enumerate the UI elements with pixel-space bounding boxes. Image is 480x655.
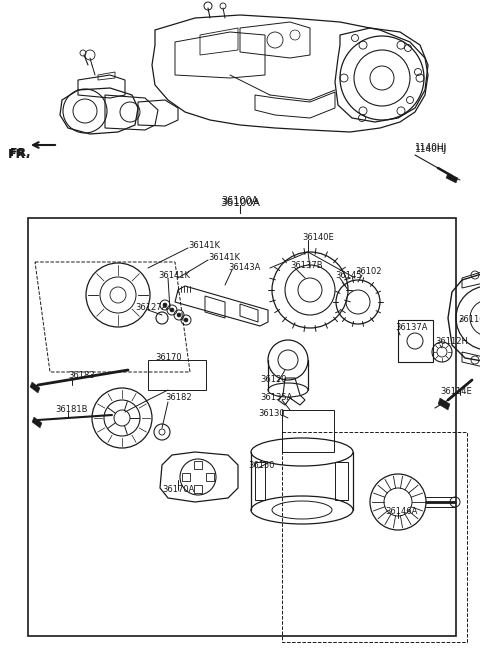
Text: FR.: FR.: [10, 148, 31, 158]
Text: FR.: FR.: [8, 148, 31, 161]
Text: 36137A: 36137A: [395, 324, 428, 333]
Bar: [282, 432, 467, 642]
Text: 36100A: 36100A: [221, 196, 259, 206]
Bar: [182, 473, 190, 481]
Polygon shape: [446, 173, 458, 183]
Circle shape: [170, 308, 174, 312]
Text: 36150: 36150: [248, 462, 275, 470]
Bar: [398, 320, 433, 362]
Text: 36141K: 36141K: [208, 252, 240, 261]
Circle shape: [163, 303, 167, 307]
Text: 1140HJ: 1140HJ: [415, 143, 447, 153]
Text: 36135A: 36135A: [260, 394, 292, 403]
Text: 36120: 36120: [260, 375, 287, 384]
Text: 36170: 36170: [155, 354, 181, 362]
Text: 36182: 36182: [165, 394, 192, 403]
Text: 36181B: 36181B: [55, 405, 87, 415]
Polygon shape: [438, 398, 450, 410]
Bar: [194, 461, 202, 469]
Bar: [206, 473, 214, 481]
Text: 36114E: 36114E: [440, 388, 472, 396]
Polygon shape: [30, 382, 40, 393]
Bar: [282, 410, 334, 452]
Text: 36141K: 36141K: [158, 272, 190, 280]
Bar: [28, 218, 456, 636]
Text: 36143A: 36143A: [228, 263, 260, 272]
Text: 36141K: 36141K: [188, 240, 220, 250]
Text: 36110: 36110: [458, 316, 480, 324]
Bar: [148, 360, 206, 390]
Polygon shape: [32, 417, 42, 428]
Text: 36140E: 36140E: [302, 233, 334, 242]
Circle shape: [177, 313, 181, 317]
Text: 36170A: 36170A: [162, 485, 194, 495]
Text: 36145: 36145: [335, 271, 361, 280]
Text: 36112H: 36112H: [435, 337, 468, 346]
Text: 36127A: 36127A: [135, 303, 168, 312]
Bar: [194, 485, 202, 493]
Text: 36137B: 36137B: [290, 261, 323, 271]
Text: 36102: 36102: [355, 267, 382, 276]
Text: 36100A: 36100A: [220, 198, 260, 208]
Circle shape: [184, 318, 188, 322]
Text: 36183: 36183: [68, 371, 95, 379]
Text: 36146A: 36146A: [385, 508, 418, 517]
Text: 36130: 36130: [258, 409, 285, 417]
Text: 1140HJ: 1140HJ: [415, 145, 447, 155]
